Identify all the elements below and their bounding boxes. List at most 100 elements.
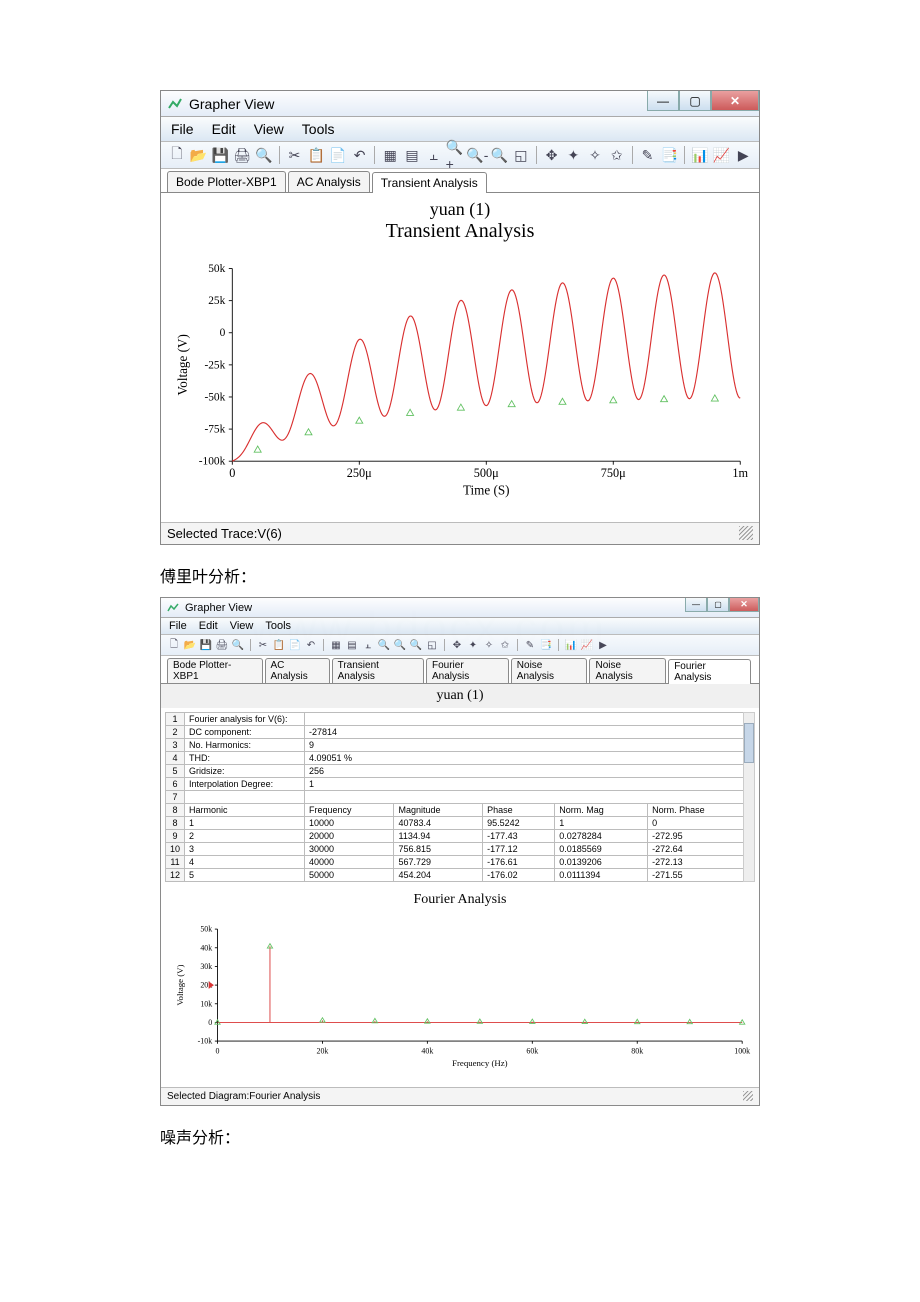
tool-a-icon[interactable]: ✎ <box>638 145 658 165</box>
m3-icon[interactable]: ✧ <box>482 638 496 652</box>
scrollbar-thumb[interactable] <box>744 723 754 763</box>
svg-text:80k: 80k <box>631 1046 643 1055</box>
tab-1[interactable]: AC Analysis <box>265 658 330 683</box>
menu-view[interactable]: View <box>230 620 254 632</box>
save-icon[interactable]: 💾 <box>199 638 213 652</box>
copy-icon[interactable]: 📋 <box>272 638 286 652</box>
marker4-icon[interactable]: ✩ <box>607 145 627 165</box>
cut-icon[interactable]: ✂ <box>256 638 270 652</box>
fourier-chart: 50k40k30k20k10k0-10k020k40k60k80k100kVol… <box>169 912 751 1082</box>
statusbar: Selected Trace:V(6) <box>161 522 759 544</box>
preview-icon[interactable]: 🔍 <box>254 145 274 165</box>
close-button[interactable]: ✕ <box>711 91 759 111</box>
svg-text:0: 0 <box>229 466 235 480</box>
export2-icon[interactable]: 📈 <box>712 145 732 165</box>
cut-icon[interactable]: ✂ <box>285 145 305 165</box>
m2-icon[interactable]: ✦ <box>466 638 480 652</box>
grapher-window-1: Grapher View — ▢ ✕ File Edit View Tools … <box>160 90 760 545</box>
zoomin-icon[interactable]: 🔍 <box>377 638 391 652</box>
tab-bode[interactable]: Bode Plotter-XBP1 <box>167 171 286 192</box>
maximize-button[interactable]: ▢ <box>679 91 711 111</box>
m1-icon[interactable]: ✥ <box>450 638 464 652</box>
close-button[interactable]: ✕ <box>729 598 759 612</box>
grid-icon[interactable]: ▦ <box>380 145 400 165</box>
zoomfit-icon[interactable]: 🔍 <box>489 145 509 165</box>
tab-5[interactable]: Noise Analysis <box>589 658 666 683</box>
vertical-scrollbar[interactable] <box>743 712 755 882</box>
tab-0[interactable]: Bode Plotter-XBP1 <box>167 658 263 683</box>
save-icon[interactable]: 💾 <box>210 145 230 165</box>
minimize-button[interactable]: — <box>685 598 707 612</box>
svg-text:0: 0 <box>208 1018 212 1027</box>
titlebar[interactable]: Grapher View — ▢ ✕ <box>161 91 759 117</box>
restore-icon[interactable]: ◱ <box>511 145 531 165</box>
copy-icon[interactable]: 📋 <box>306 145 326 165</box>
tab-ac[interactable]: AC Analysis <box>288 171 370 192</box>
export3-icon[interactable]: ▶ <box>733 145 753 165</box>
e1-icon[interactable]: 📊 <box>564 638 578 652</box>
export1-icon[interactable]: 📊 <box>690 145 710 165</box>
svg-text:250μ: 250μ <box>347 466 372 480</box>
preview-icon[interactable]: 🔍 <box>231 638 245 652</box>
zoomfit-icon[interactable]: 🔍 <box>409 638 423 652</box>
zoomin-icon[interactable]: 🔍+ <box>446 145 466 165</box>
menu-file[interactable]: File <box>171 121 194 137</box>
menu-tools[interactable]: Tools <box>302 121 335 137</box>
section-noise: 噪声分析： <box>160 1124 760 1148</box>
e2-icon[interactable]: 📈 <box>580 638 594 652</box>
svg-text:60k: 60k <box>526 1046 538 1055</box>
marker3-icon[interactable]: ✧ <box>585 145 605 165</box>
tab-6[interactable]: Fourier Analysis <box>668 659 751 684</box>
svg-text:40k: 40k <box>421 1046 433 1055</box>
svg-text:750μ: 750μ <box>601 466 626 480</box>
open-icon[interactable]: 📂 <box>183 638 197 652</box>
tab-2[interactable]: Transient Analysis <box>332 658 424 683</box>
tb-icon[interactable]: 📑 <box>539 638 553 652</box>
tool-b-icon[interactable]: 📑 <box>659 145 679 165</box>
svg-text:50k: 50k <box>200 925 212 934</box>
cursor-icon[interactable]: ⫠ <box>361 638 375 652</box>
menu-file[interactable]: File <box>169 620 187 632</box>
menu-edit[interactable]: Edit <box>212 121 236 137</box>
undo-icon[interactable]: ↶ <box>304 638 318 652</box>
new-icon[interactable]: 🗋 <box>167 145 187 165</box>
marker2-icon[interactable]: ✦ <box>563 145 583 165</box>
chart-subtitle: Transient Analysis <box>171 220 749 243</box>
resize-grip[interactable] <box>743 1091 753 1101</box>
tabstrip: Bode Plotter-XBP1 AC Analysis Transient … <box>161 656 759 684</box>
legend-icon[interactable]: ▤ <box>402 145 422 165</box>
tab-transient[interactable]: Transient Analysis <box>372 172 487 193</box>
undo-icon[interactable]: ↶ <box>350 145 370 165</box>
paste-icon[interactable]: 📄 <box>328 145 348 165</box>
grid-icon[interactable]: ▦ <box>329 638 343 652</box>
resize-grip[interactable] <box>739 526 753 540</box>
toolbar: 🗋 📂 💾 🖨 🔍 ✂ 📋 📄 ↶ ▦ ▤ ⫠ 🔍+ 🔍- 🔍 ◱ ✥ ✦ ✧ … <box>161 142 759 169</box>
menu-edit[interactable]: Edit <box>199 620 218 632</box>
svg-text:-10k: -10k <box>198 1037 213 1046</box>
new-icon[interactable]: 🗋 <box>167 638 181 652</box>
print-icon[interactable]: 🖨 <box>232 145 252 165</box>
svg-text:-100k: -100k <box>199 456 226 468</box>
open-icon[interactable]: 📂 <box>189 145 209 165</box>
minimize-button[interactable]: — <box>647 91 679 111</box>
zoomout-icon[interactable]: 🔍 <box>393 638 407 652</box>
menu-view[interactable]: View <box>254 121 284 137</box>
svg-text:25k: 25k <box>208 295 225 307</box>
menu-tools[interactable]: Tools <box>265 620 291 632</box>
zoomout-icon[interactable]: 🔍- <box>467 145 487 165</box>
ta-icon[interactable]: ✎ <box>523 638 537 652</box>
statusbar: Selected Diagram:Fourier Analysis <box>161 1087 759 1105</box>
paste-icon[interactable]: 📄 <box>288 638 302 652</box>
maximize-button[interactable]: ▢ <box>707 598 729 612</box>
restore-icon[interactable]: ◱ <box>425 638 439 652</box>
status-text: Selected Diagram:Fourier Analysis <box>167 1091 320 1102</box>
cursor-icon[interactable]: ⫠ <box>424 145 444 165</box>
e3-icon[interactable]: ▶ <box>596 638 610 652</box>
tab-4[interactable]: Noise Analysis <box>511 658 588 683</box>
tab-3[interactable]: Fourier Analysis <box>426 658 509 683</box>
print-icon[interactable]: 🖨 <box>215 638 229 652</box>
titlebar[interactable]: Grapher View — ▢ ✕ <box>161 598 759 618</box>
legend-icon[interactable]: ▤ <box>345 638 359 652</box>
m4-icon[interactable]: ✩ <box>498 638 512 652</box>
marker1-icon[interactable]: ✥ <box>542 145 562 165</box>
